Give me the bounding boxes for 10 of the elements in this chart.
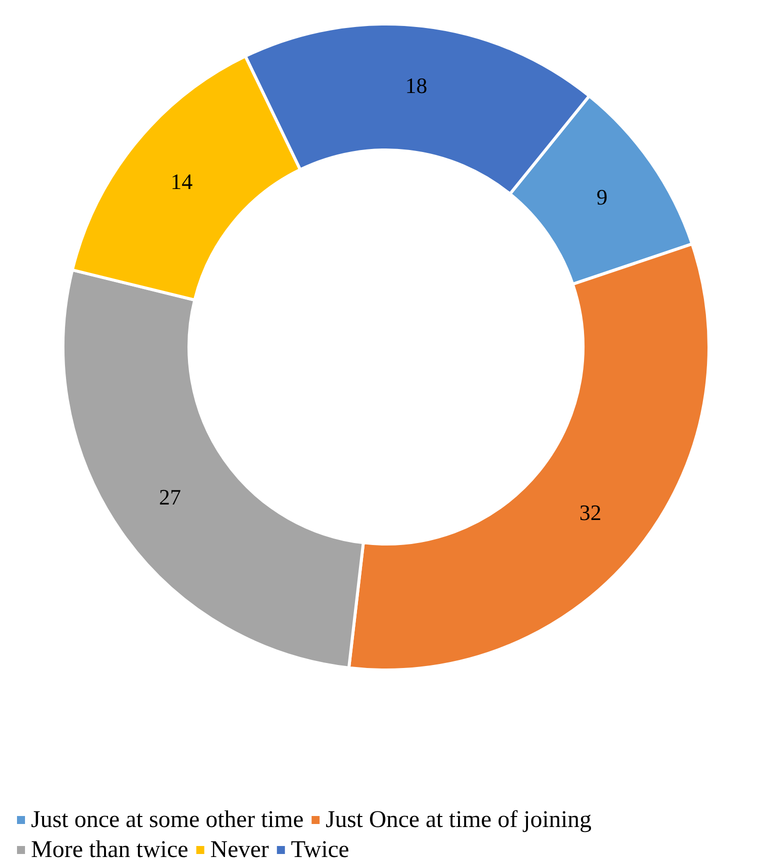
data-label: 32	[579, 500, 602, 526]
data-label: 27	[159, 484, 182, 510]
legend-label: Twice	[290, 837, 350, 863]
data-label: 14	[170, 168, 193, 194]
legend-label: More than twice	[31, 837, 188, 863]
legend-label: Just once at some other time	[31, 807, 304, 833]
legend-label: Never	[210, 837, 269, 863]
legend-label: Just Once at time of joining	[326, 807, 592, 833]
data-label: 18	[405, 73, 428, 98]
data-label: 9	[596, 184, 608, 210]
